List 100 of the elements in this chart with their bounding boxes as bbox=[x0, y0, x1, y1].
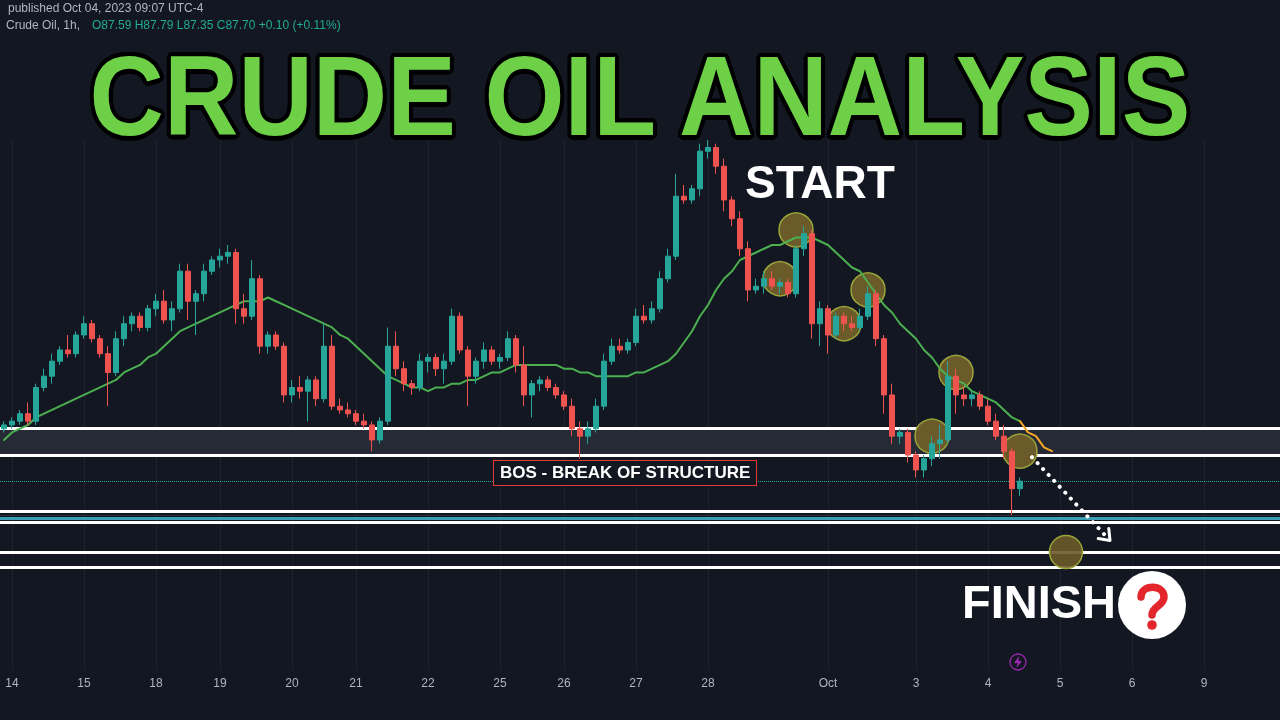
candlestick bbox=[561, 390, 567, 411]
annotation: BOS - BREAK OF STRUCTURE bbox=[493, 460, 758, 486]
candlestick bbox=[161, 289, 167, 325]
candlestick bbox=[193, 289, 199, 336]
candlestick bbox=[897, 428, 903, 445]
x-tick-label: 4 bbox=[984, 676, 992, 690]
candlestick bbox=[225, 244, 231, 265]
candlestick bbox=[737, 210, 743, 257]
candlestick bbox=[97, 334, 103, 358]
candlestick bbox=[249, 259, 255, 321]
candlestick bbox=[729, 195, 735, 227]
candlestick bbox=[353, 409, 359, 426]
candlestick bbox=[265, 330, 271, 355]
candlestick bbox=[921, 454, 927, 478]
candlestick bbox=[825, 304, 831, 355]
candlestick bbox=[529, 379, 535, 418]
candlestick bbox=[441, 353, 447, 385]
x-tick-label: 20 bbox=[285, 676, 299, 690]
candlestick bbox=[969, 390, 975, 407]
candlestick bbox=[641, 304, 647, 325]
candlestick bbox=[513, 334, 519, 373]
candlestick bbox=[377, 416, 383, 445]
candlestick bbox=[433, 353, 439, 377]
text: published Oct 04, 2023 09:07 UTC-4 bbox=[8, 1, 204, 15]
candlestick bbox=[521, 345, 527, 407]
candlestick bbox=[121, 315, 127, 347]
candlestick bbox=[321, 323, 327, 403]
candlestick bbox=[553, 383, 559, 400]
candlestick bbox=[849, 315, 855, 332]
x-tick-label: 6 bbox=[1128, 676, 1136, 690]
candlestick bbox=[409, 379, 415, 396]
x-tick-label: 27 bbox=[629, 676, 643, 690]
candlestick bbox=[633, 308, 639, 347]
candlestick bbox=[481, 341, 487, 370]
candlestick bbox=[953, 368, 959, 415]
candlestick bbox=[449, 308, 455, 366]
candlestick bbox=[801, 225, 807, 257]
x-tick-label: 3 bbox=[912, 676, 920, 690]
x-tick-label: 15 bbox=[77, 676, 91, 690]
candlestick bbox=[417, 353, 423, 392]
candlestick bbox=[89, 319, 95, 343]
candlestick bbox=[105, 345, 111, 407]
candlestick bbox=[73, 330, 79, 358]
candlestick bbox=[241, 293, 247, 325]
candlestick bbox=[873, 289, 879, 347]
candlestick bbox=[625, 338, 631, 355]
candlestick bbox=[697, 143, 703, 197]
candlestick bbox=[929, 435, 935, 467]
candlestick bbox=[129, 311, 135, 332]
candlestick bbox=[273, 330, 279, 351]
candlestick bbox=[585, 420, 591, 445]
candlestick bbox=[289, 379, 295, 403]
candlestick bbox=[489, 345, 495, 366]
candlestick bbox=[1, 420, 7, 433]
x-tick-label: 26 bbox=[557, 676, 571, 690]
candlestick bbox=[961, 386, 967, 407]
candlestick bbox=[881, 334, 887, 415]
candlestick bbox=[745, 240, 751, 302]
candlestick bbox=[705, 139, 711, 160]
candlestick bbox=[913, 450, 919, 478]
candlestick bbox=[769, 270, 775, 291]
candlestick bbox=[41, 368, 47, 392]
candlestick bbox=[473, 356, 479, 385]
x-tick-label: 28 bbox=[701, 676, 715, 690]
candlestick bbox=[905, 428, 911, 463]
candlestick bbox=[833, 311, 839, 340]
candlestick bbox=[425, 353, 431, 373]
candlestick bbox=[369, 420, 375, 452]
candlestick bbox=[305, 375, 311, 422]
x-tick-label: 21 bbox=[349, 676, 363, 690]
text: Crude Oil, 1h, bbox=[6, 18, 81, 32]
candlestick bbox=[689, 184, 695, 205]
candlestick bbox=[1009, 446, 1015, 516]
candlestick bbox=[337, 398, 343, 415]
candlestick bbox=[761, 270, 767, 295]
x-tick-label: 25 bbox=[493, 676, 507, 690]
candlestick bbox=[865, 285, 871, 321]
candlestick bbox=[713, 143, 719, 175]
candlestick bbox=[497, 353, 503, 370]
candlestick bbox=[313, 375, 319, 407]
candlestick bbox=[681, 184, 687, 205]
candlestick bbox=[809, 229, 815, 340]
candlestick bbox=[393, 330, 399, 377]
candlestick bbox=[665, 248, 671, 283]
candlestick bbox=[785, 278, 791, 298]
candlestick bbox=[889, 383, 895, 445]
candlestick bbox=[817, 300, 823, 347]
candlestick bbox=[169, 300, 175, 332]
candlestick bbox=[841, 311, 847, 332]
candlestick bbox=[25, 401, 31, 426]
x-tick-label: 22 bbox=[421, 676, 435, 690]
candlestick bbox=[985, 398, 991, 426]
candlestick bbox=[577, 420, 583, 460]
candlestick bbox=[609, 338, 615, 366]
x-tick-label: 9 bbox=[1200, 676, 1208, 690]
candlestick bbox=[145, 304, 151, 332]
candlestick bbox=[153, 293, 159, 317]
candlestick bbox=[721, 158, 727, 212]
x-tick-label: 19 bbox=[213, 676, 227, 690]
candlestick bbox=[17, 409, 23, 426]
